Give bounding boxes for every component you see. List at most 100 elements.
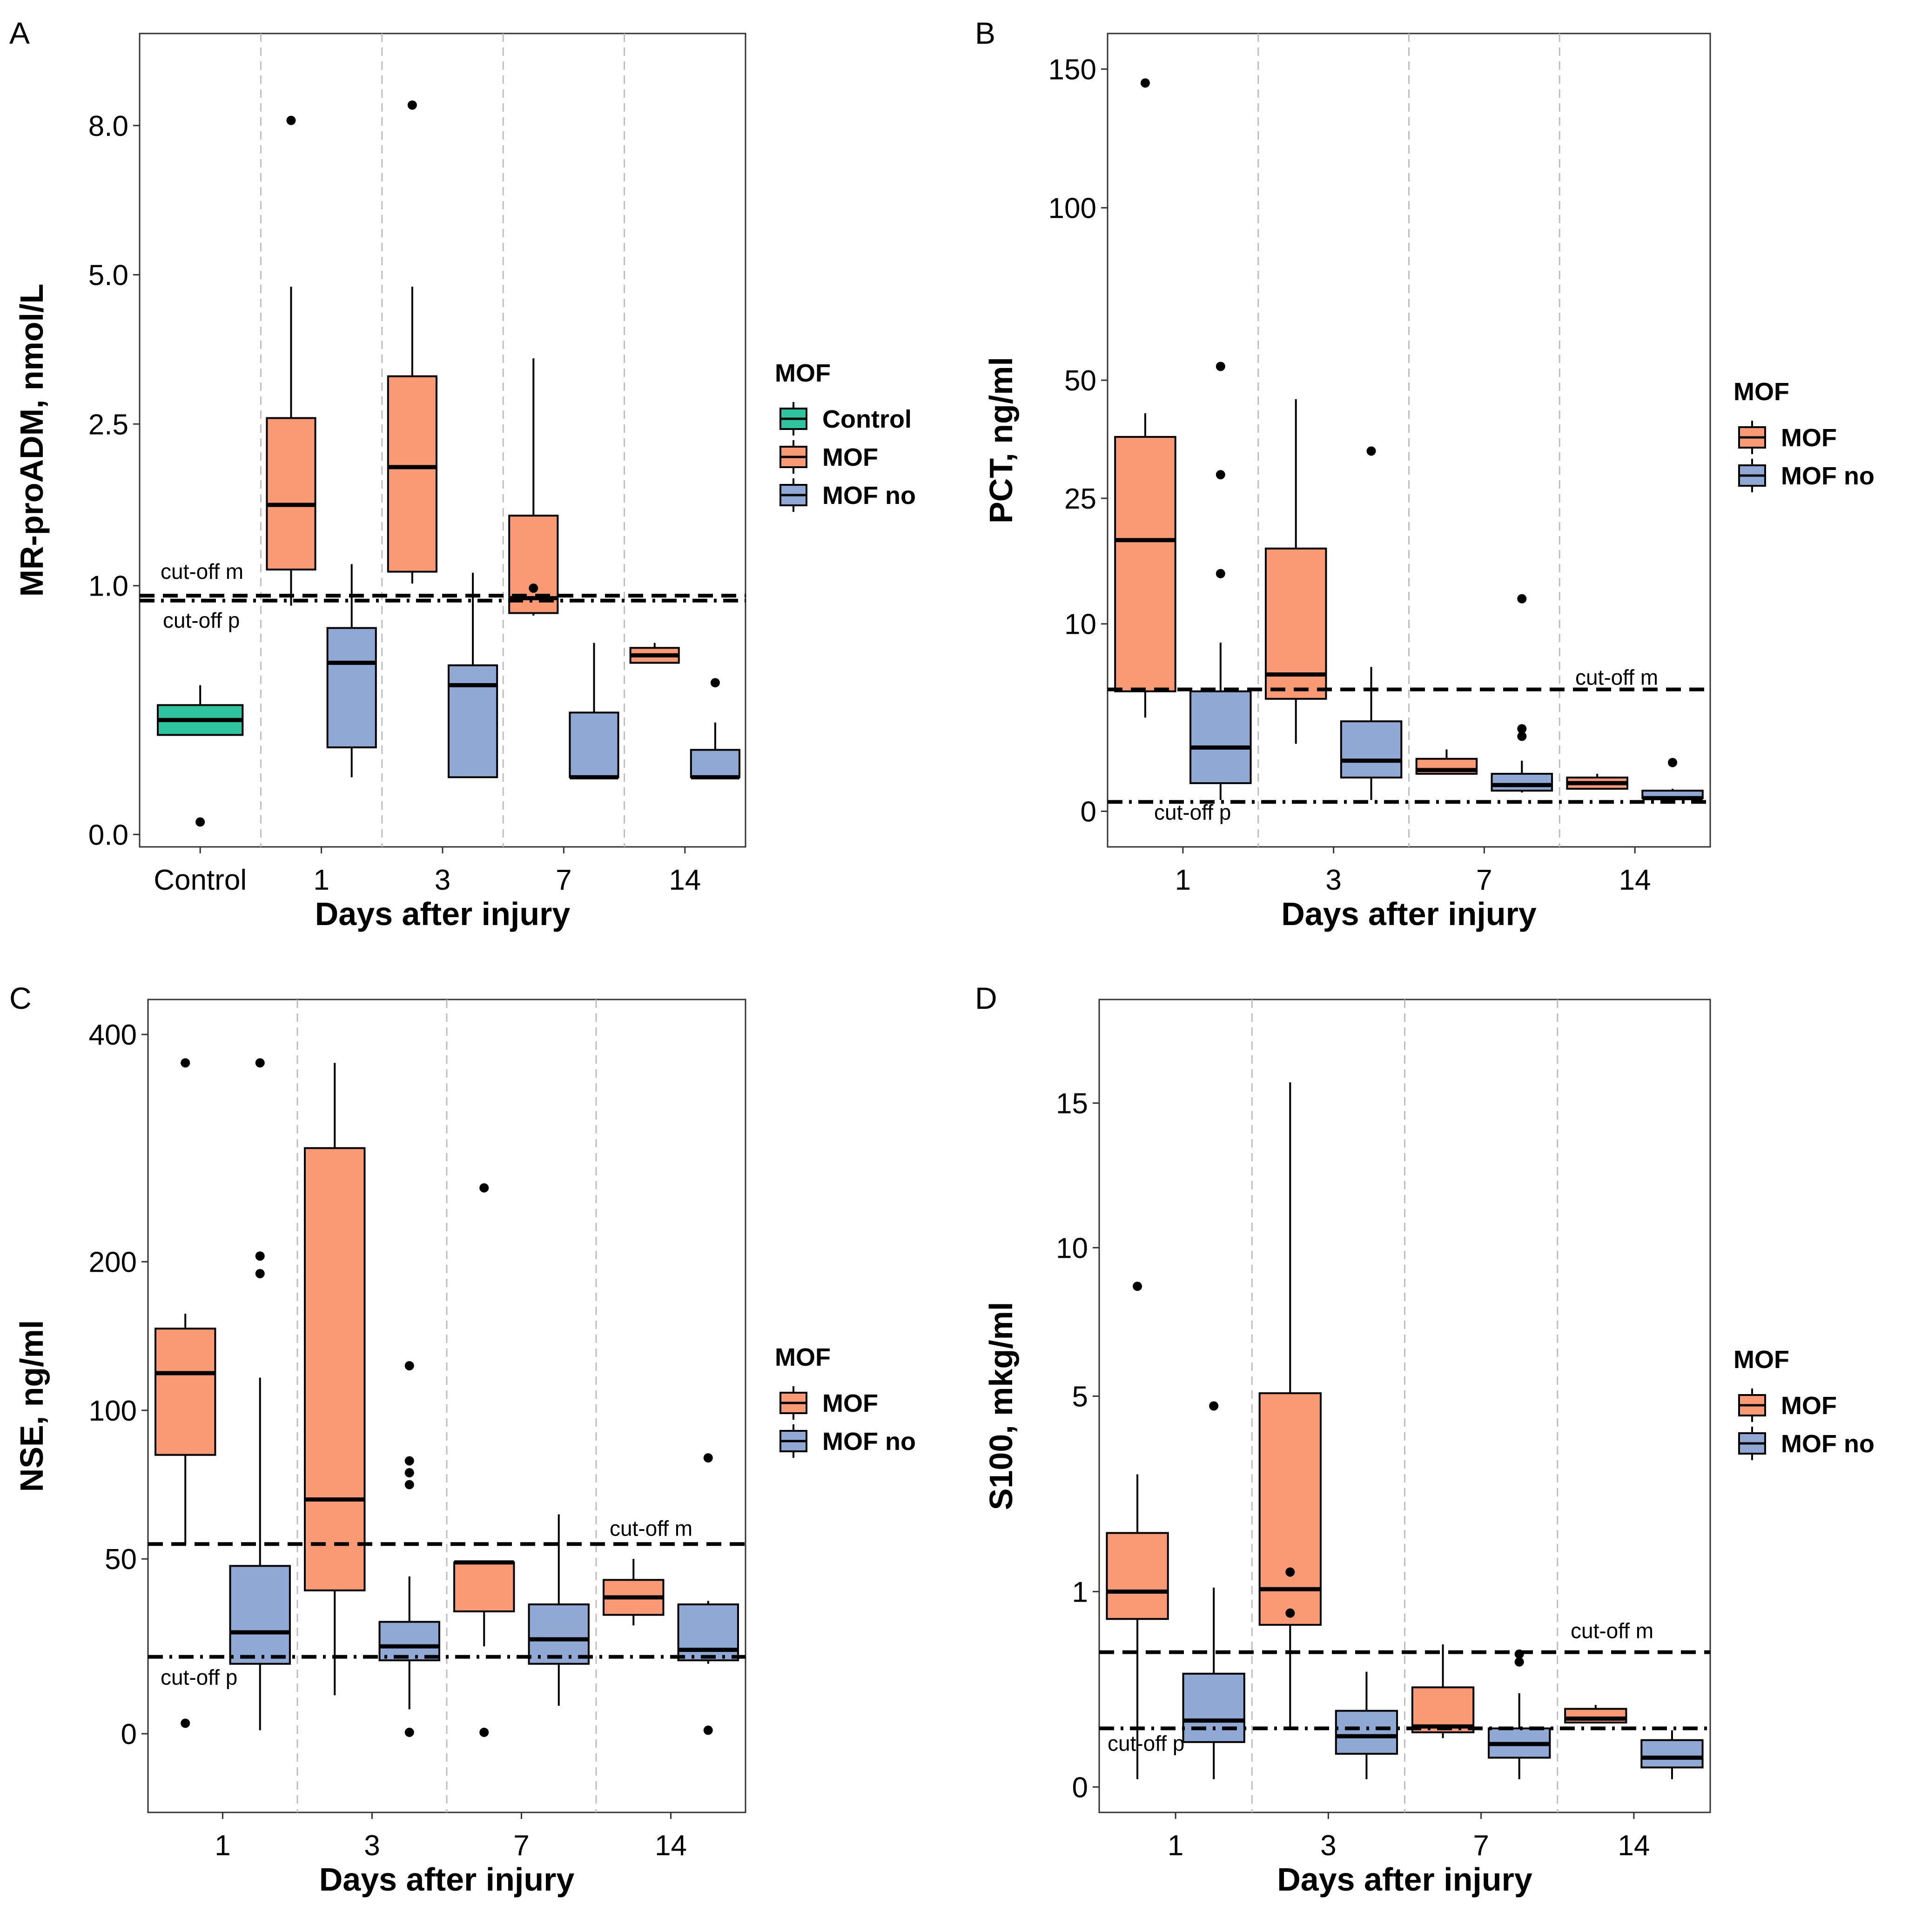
box-mof-no-14 [1640, 1730, 1704, 1779]
box-body [1182, 1672, 1245, 1743]
cutoff-p-label: cut-off p [1154, 800, 1231, 824]
box-body [448, 664, 498, 778]
outlier-point [1366, 446, 1376, 456]
legend-label: MOF [1781, 1392, 1837, 1420]
box-body [1189, 690, 1252, 785]
legend-label: MOF no [1781, 462, 1874, 490]
box-mof-3 [387, 100, 437, 584]
outlier-point [1133, 1281, 1142, 1291]
outlier-point [1517, 731, 1527, 741]
box-body [1340, 720, 1403, 778]
box-mof-7 [453, 1183, 515, 1737]
box-mof-no-1 [1189, 362, 1252, 800]
box-body [326, 627, 377, 749]
outlier-point [1216, 569, 1225, 578]
y-tick-label: 200 [89, 1247, 137, 1279]
box-mof-14 [629, 643, 680, 664]
y-tick-label: 25 [1064, 483, 1096, 515]
outlier-point [1140, 78, 1150, 88]
x-tick-label: 3 [364, 1830, 380, 1862]
box-mof-no-3 [1335, 1671, 1398, 1779]
outlier-point [1216, 470, 1225, 480]
panel-A: cut-off m cut-off p 0.0 1.0 2.5 5.0 8.0 Control… [9, 16, 916, 932]
y-axis-title: MR-proADM, nmol/L [13, 284, 50, 597]
y-tick-label: 50 [105, 1543, 137, 1576]
box-mof-7 [1411, 1644, 1475, 1738]
box-mof-no-1 [1182, 1401, 1245, 1779]
panel-letter: A [9, 16, 30, 50]
outlier-point [1216, 362, 1225, 371]
y-tick-label: 10 [1056, 1232, 1088, 1264]
legend-label: Control [822, 405, 912, 433]
outlier-point [1517, 724, 1527, 734]
y-tick-label: 5 [1072, 1381, 1088, 1413]
outlier-point [404, 1361, 414, 1371]
legend-label: MOF no [1781, 1430, 1874, 1458]
box-mof-no-3 [1340, 446, 1403, 800]
cutoff-p-label: cut-off p [163, 608, 240, 632]
box-mof-3 [304, 1063, 366, 1696]
legend-label: MOF no [822, 1428, 916, 1456]
x-tick-label: 1 [1168, 1830, 1183, 1862]
y-tick-label: 1 [1072, 1576, 1088, 1608]
x-tick-label: 7 [1476, 864, 1492, 896]
legend-label: MOF [1781, 424, 1837, 452]
cutoff-m-label: cut-off m [161, 559, 243, 584]
cutoff-m-label: cut-off m [1571, 1619, 1653, 1643]
y-tick-label: 50 [1064, 365, 1096, 397]
outlier-point [1285, 1608, 1295, 1618]
box-body [387, 375, 437, 573]
box-mof-no-1 [326, 564, 377, 778]
legend-title: MOF [1733, 378, 1789, 406]
y-tick-label: 150 [1048, 54, 1096, 86]
outlier-point [479, 1183, 489, 1193]
panel-letter: D [975, 981, 997, 1015]
y-tick-label: 1.0 [88, 570, 128, 603]
legend: MOF MOF MOF no [1733, 1346, 1874, 1460]
x-axis-title: Days after injury [315, 896, 571, 932]
box-mof-no-14 [677, 1453, 739, 1735]
outlier-point [404, 1480, 414, 1489]
x-tick-label: Control [154, 864, 247, 896]
y-axis-title: PCT, ng/ml [983, 357, 1019, 523]
outlier-point [255, 1269, 265, 1279]
box-mof-14 [1564, 1705, 1627, 1724]
y-tick-label: 15 [1056, 1088, 1088, 1120]
box-mof-14 [1566, 773, 1628, 790]
box-body [229, 1565, 291, 1665]
box-body [677, 1603, 739, 1662]
box-body [304, 1147, 366, 1591]
box-mof-no-7 [569, 643, 619, 779]
box-body [155, 1328, 216, 1456]
box-mof-no-7 [528, 1514, 590, 1706]
outlier-point [407, 100, 417, 110]
box-body [1640, 1739, 1704, 1769]
outlier-point [195, 817, 205, 827]
box-mof-no-7 [1488, 1649, 1551, 1779]
x-axis-title: Days after injury [319, 1861, 575, 1898]
y-tick-label: 5.0 [88, 260, 128, 292]
legend-label: MOF [822, 443, 878, 471]
box-mof-1 [266, 115, 316, 606]
panel-letter: B [975, 16, 995, 50]
box-body [1335, 1710, 1398, 1755]
box-mof-1 [155, 1058, 216, 1728]
cutoff-p-label: cut-off p [1108, 1731, 1184, 1755]
x-tick-label: 14 [1618, 1830, 1650, 1862]
box-body [378, 1621, 440, 1662]
outlier-point [404, 1456, 414, 1466]
y-tick-label: 100 [1048, 193, 1096, 225]
x-tick-label: 3 [435, 864, 450, 896]
legend-title: MOF [1733, 1346, 1789, 1374]
outlier-point [1668, 758, 1678, 767]
outlier-point [529, 584, 538, 593]
box-body [1491, 772, 1553, 792]
box-body [1106, 1532, 1169, 1620]
outlier-point [255, 1251, 265, 1261]
box-body [528, 1603, 590, 1665]
cutoff-m-label: cut-off m [1575, 665, 1658, 690]
outlier-point [404, 1727, 414, 1737]
y-axis-title: NSE, ng/ml [13, 1320, 50, 1492]
